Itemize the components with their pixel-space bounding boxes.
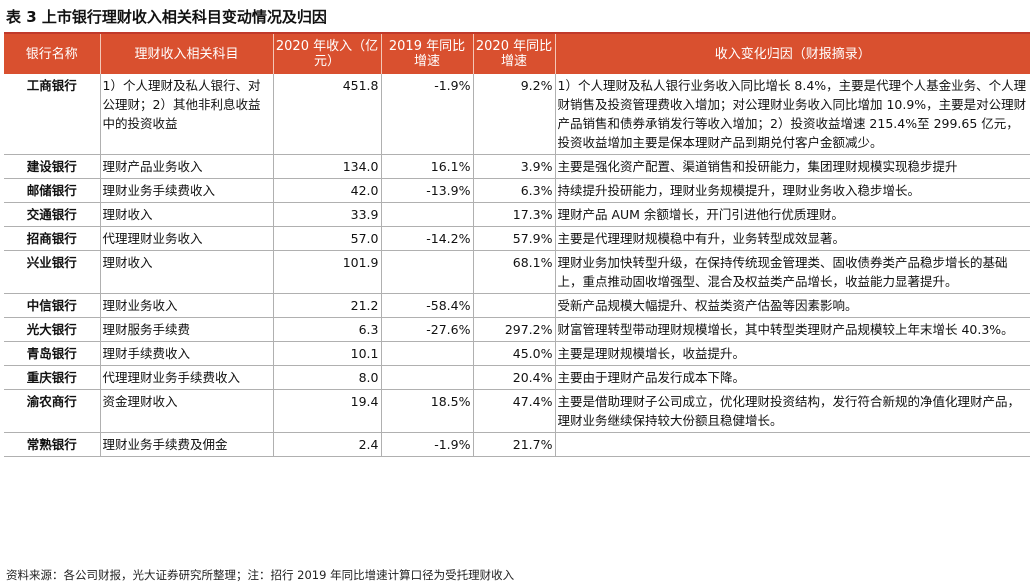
growth-2019-cell: -58.4% [380, 293, 473, 318]
bank-wealth-income-table: 银行名称 理财收入相关科目 2020 年收入（亿元） 2019 年同比增速 20… [4, 34, 1030, 457]
bank-cell: 中信银行 [4, 293, 100, 318]
bank-cell: 渝农商行 [4, 389, 100, 433]
growth-2020-cell: 3.9% [472, 154, 555, 179]
bank-cell: 工商银行 [4, 74, 100, 155]
header-reason: 收入变化归因（财报摘录） [554, 34, 1030, 74]
item-cell: 理财业务手续费及佣金 [99, 432, 273, 457]
reason-cell: 主要是借助理财子公司成立，优化理财投资结构，发行符合新规的净值化理财产品，理财业… [554, 389, 1030, 433]
growth-2020-cell: 47.4% [472, 389, 555, 433]
table-row: 交通银行 理财收入 33.9 17.3% 理财产品 AUM 余额增长，开门引进他行优质理… [4, 202, 1030, 227]
growth-2019-cell [380, 341, 473, 366]
table-row: 工商银行 1）个人理财及私人银行、对公理财；2）其他非利息收益中的投资收益 451.… [4, 74, 1030, 155]
income-2020-cell: 42.0 [272, 178, 381, 203]
header-growth-2020: 2020 年同比增速 [472, 34, 555, 74]
growth-2019-cell: -14.2% [380, 226, 473, 251]
table-row: 招商银行 代理理财业务收入 57.0 -14.2% 57.9% 主要是代理理财规模稳中有升… [4, 226, 1030, 251]
growth-2020-cell: 45.0% [472, 341, 555, 366]
item-cell: 理财收入 [99, 250, 273, 294]
item-cell: 理财收入 [99, 202, 273, 227]
table-row: 中信银行 理财业务收入 21.2 -58.4% 受新产品规模大幅提升、权益类资产估盈等因… [4, 293, 1030, 318]
growth-2019-cell: -13.9% [380, 178, 473, 203]
income-2020-cell: 57.0 [272, 226, 381, 251]
table-row: 青岛银行 理财手续费收入 10.1 45.0% 主要是理财规模增长，收益提升。 [4, 341, 1030, 366]
reason-cell: 理财产品 AUM 余额增长，开门引进他行优质理财。 [554, 202, 1030, 227]
growth-2019-cell [380, 202, 473, 227]
title-rule [4, 32, 1030, 34]
header-item: 理财收入相关科目 [99, 34, 273, 74]
income-2020-cell: 33.9 [272, 202, 381, 227]
table-row: 邮储银行 理财业务手续费收入 42.0 -13.9% 6.3% 持续提升投研能力，理财业务… [4, 178, 1030, 203]
income-2020-cell: 451.8 [272, 74, 381, 155]
item-cell: 理财服务手续费 [99, 317, 273, 342]
header-bank: 银行名称 [4, 34, 100, 74]
growth-2020-cell: 297.2% [472, 317, 555, 342]
bank-cell: 建设银行 [4, 154, 100, 179]
growth-2020-cell: 68.1% [472, 250, 555, 294]
reason-cell: 受新产品规模大幅提升、权益类资产估盈等因素影响。 [554, 293, 1030, 318]
table-row: 建设银行 理财产品业务收入 134.0 16.1% 3.9% 主要是强化资产配置、渠道销售… [4, 154, 1030, 179]
income-2020-cell: 101.9 [272, 250, 381, 294]
income-2020-cell: 2.4 [272, 432, 381, 457]
reason-cell [554, 432, 1030, 457]
growth-2019-cell [380, 365, 473, 390]
item-cell: 代理理财业务手续费收入 [99, 365, 273, 390]
reason-cell: 1）个人理财及私人银行业务收入同比增长 8.4%，主要是代理个人基金业务、个人理… [554, 74, 1030, 155]
table-row: 光大银行 理财服务手续费 6.3 -27.6% 297.2% 财富管理转型带动理财规模增长… [4, 317, 1030, 342]
income-2020-cell: 134.0 [272, 154, 381, 179]
bank-cell: 青岛银行 [4, 341, 100, 366]
source-note: 资料来源：各公司财报，光大证券研究所整理；注：招行 2019 年同比增速计算口径… [6, 568, 515, 582]
income-2020-cell: 10.1 [272, 341, 381, 366]
item-cell: 代理理财业务收入 [99, 226, 273, 251]
growth-2019-cell: -1.9% [380, 74, 473, 155]
bank-cell: 常熟银行 [4, 432, 100, 457]
reason-cell: 理财业务加快转型升级，在保持传统现金管理类、固收债券类产品稳步增长的基础上，重点… [554, 250, 1030, 294]
header-income-2020: 2020 年收入（亿元） [272, 34, 381, 74]
growth-2020-cell: 17.3% [472, 202, 555, 227]
income-2020-cell: 19.4 [272, 389, 381, 433]
table-row: 渝农商行 资金理财收入 19.4 18.5% 47.4% 主要是借助理财子公司成立，优化理… [4, 389, 1030, 433]
bank-cell: 重庆银行 [4, 365, 100, 390]
table-row: 重庆银行 代理理财业务手续费收入 8.0 20.4% 主要由于理财产品发行成本下降。 [4, 365, 1030, 390]
growth-2019-cell: -27.6% [380, 317, 473, 342]
item-cell: 理财业务收入 [99, 293, 273, 318]
bank-cell: 邮储银行 [4, 178, 100, 203]
reason-cell: 主要是理财规模增长，收益提升。 [554, 341, 1030, 366]
bank-cell: 交通银行 [4, 202, 100, 227]
table-row: 常熟银行 理财业务手续费及佣金 2.4 -1.9% 21.7% [4, 432, 1030, 457]
income-2020-cell: 21.2 [272, 293, 381, 318]
bank-cell: 兴业银行 [4, 250, 100, 294]
growth-2019-cell: -1.9% [380, 432, 473, 457]
header-growth-2019: 2019 年同比增速 [380, 34, 473, 74]
item-cell: 理财业务手续费收入 [99, 178, 273, 203]
growth-2020-cell: 20.4% [472, 365, 555, 390]
growth-2020-cell: 6.3% [472, 178, 555, 203]
growth-2020-cell: 9.2% [472, 74, 555, 155]
reason-cell: 持续提升投研能力，理财业务规模提升，理财业务收入稳步增长。 [554, 178, 1030, 203]
growth-2019-cell [380, 250, 473, 294]
reason-cell: 主要由于理财产品发行成本下降。 [554, 365, 1030, 390]
reason-cell: 主要是强化资产配置、渠道销售和投研能力，集团理财规模实现稳步提升 [554, 154, 1030, 179]
growth-2020-cell: 57.9% [472, 226, 555, 251]
item-cell: 理财产品业务收入 [99, 154, 273, 179]
growth-2019-cell: 18.5% [380, 389, 473, 433]
bank-cell: 招商银行 [4, 226, 100, 251]
reason-cell: 主要是代理理财规模稳中有升，业务转型成效显著。 [554, 226, 1030, 251]
bank-cell: 光大银行 [4, 317, 100, 342]
item-cell: 1）个人理财及私人银行、对公理财；2）其他非利息收益中的投资收益 [99, 74, 273, 155]
growth-2020-cell: 21.7% [472, 432, 555, 457]
income-2020-cell: 8.0 [272, 365, 381, 390]
income-2020-cell: 6.3 [272, 317, 381, 342]
growth-2020-cell [472, 293, 555, 318]
header-row: 银行名称 理财收入相关科目 2020 年收入（亿元） 2019 年同比增速 20… [4, 34, 1030, 74]
growth-2019-cell: 16.1% [380, 154, 473, 179]
reason-cell: 财富管理转型带动理财规模增长，其中转型类理财产品规模较上年末增长 40.3%。 [554, 317, 1030, 342]
item-cell: 资金理财收入 [99, 389, 273, 433]
table-title: 表 3 上市银行理财收入相关科目变动情况及归因 [6, 8, 327, 26]
table-row: 兴业银行 理财收入 101.9 68.1% 理财业务加快转型升级，在保持传统现金管理类、… [4, 250, 1030, 294]
item-cell: 理财手续费收入 [99, 341, 273, 366]
